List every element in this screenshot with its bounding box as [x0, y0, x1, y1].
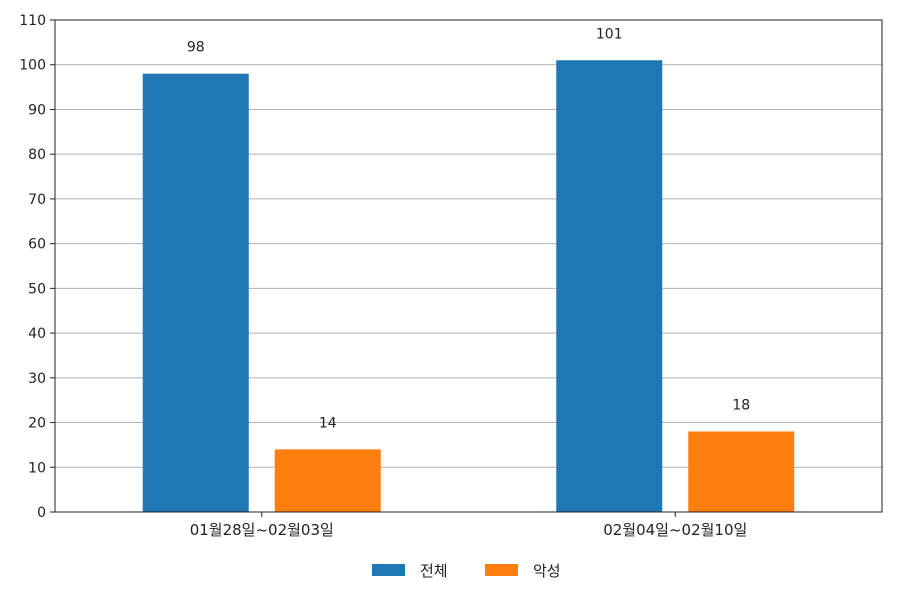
y-tick-label: 90 — [28, 102, 46, 118]
plot-frame — [54, 19, 883, 513]
y-tick-label: 10 — [28, 460, 46, 476]
data-label: 14 — [319, 415, 337, 431]
axes: 0 10 20 30 40 50 60 70 80 90 100 110 01월28일~02월03일 02… — [19, 13, 883, 539]
bars — [142, 60, 795, 512]
data-label: 98 — [187, 40, 205, 56]
y-tick-label: 20 — [28, 416, 46, 432]
x-tick-label: 02월04일~02월10일 — [603, 521, 747, 539]
bar-total — [142, 73, 249, 512]
y-tick-label: 110 — [19, 13, 46, 29]
legend: 전체 악성 — [372, 562, 561, 580]
data-label: 18 — [732, 397, 750, 413]
legend-swatch — [372, 564, 405, 576]
y-tick-label: 30 — [28, 371, 46, 387]
data-label: 101 — [596, 26, 623, 42]
bar-malicious — [688, 431, 795, 512]
y-tick-label: 0 — [37, 505, 46, 521]
legend-swatch — [485, 564, 518, 576]
legend-label: 전체 — [420, 562, 448, 580]
y-tick-label: 50 — [28, 281, 46, 297]
y-tick-label: 100 — [19, 58, 46, 74]
bar-malicious — [274, 449, 381, 512]
legend-label: 악성 — [533, 562, 561, 580]
y-tick-label: 80 — [28, 147, 46, 163]
y-tick-label: 40 — [28, 326, 46, 342]
y-tick-label: 60 — [28, 237, 46, 253]
y-tick-label: 70 — [28, 192, 46, 208]
bar-total — [556, 60, 663, 512]
data-labels: 98 14 101 18 — [187, 26, 750, 431]
x-tick-label: 01월28일~02월03일 — [190, 521, 334, 539]
